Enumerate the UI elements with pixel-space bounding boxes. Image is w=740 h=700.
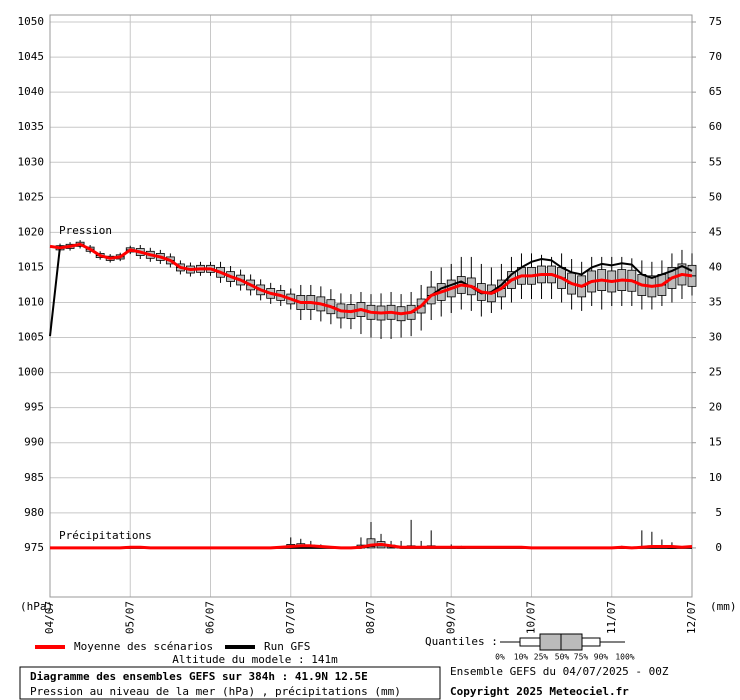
quantile-label: 50% bbox=[555, 653, 570, 662]
y2-tick-label: 35 bbox=[709, 295, 722, 308]
y-tick-label: 1050 bbox=[18, 15, 45, 28]
x-tick-label: 08/07 bbox=[364, 601, 377, 634]
y2-tick-label: 75 bbox=[709, 15, 722, 28]
x-tick-label: 12/07 bbox=[685, 601, 698, 634]
y-tick-label: 1020 bbox=[18, 225, 45, 238]
y-tick-label: 975 bbox=[24, 541, 44, 554]
x-tick-label: 11/07 bbox=[605, 601, 618, 634]
y-axis-label: (hPa) bbox=[20, 600, 53, 613]
y2-tick-label: 10 bbox=[709, 471, 722, 484]
y-tick-label: 1045 bbox=[18, 50, 45, 63]
subtitle: Pression au niveau de la mer (hPa) , pré… bbox=[30, 685, 401, 698]
y2-tick-label: 70 bbox=[709, 50, 722, 63]
y2-tick-label: 20 bbox=[709, 401, 722, 414]
series-line bbox=[50, 542, 693, 550]
y-tick-label: 1015 bbox=[18, 260, 45, 273]
quantile-label: 90% bbox=[594, 653, 609, 662]
y2-axis-label: (mm) bbox=[710, 600, 737, 613]
y2-tick-label: 45 bbox=[709, 225, 722, 238]
quantile-labels: 0% 10% 25% 50% 75% 90% 100% bbox=[495, 653, 635, 662]
quantile-label: 100% bbox=[615, 653, 634, 662]
quantile-label: 10% bbox=[514, 653, 529, 662]
x-tick-label: 04/07 bbox=[43, 601, 56, 634]
legend-label: Moyenne des scénarios bbox=[74, 640, 213, 653]
y2-tick-label: 55 bbox=[709, 155, 722, 168]
y2-tick-label: 0 bbox=[715, 541, 722, 554]
series-line bbox=[49, 242, 693, 316]
quantile-icon bbox=[500, 633, 625, 651]
marks bbox=[49, 240, 697, 550]
quantile-label: 75% bbox=[574, 653, 589, 662]
y2-tick-label: 5 bbox=[715, 506, 722, 519]
y2-tick-label: 65 bbox=[709, 85, 722, 98]
y-tick-label: 995 bbox=[24, 401, 44, 414]
info-box bbox=[19, 666, 441, 700]
x-tick-label: 09/07 bbox=[444, 601, 457, 634]
y-tick-label: 1040 bbox=[18, 85, 45, 98]
copyright: Copyright 2025 Meteociel.fr bbox=[450, 685, 629, 698]
y2-tick-label: 50 bbox=[709, 190, 722, 203]
legend-label: Run GFS bbox=[264, 640, 310, 653]
y-tick-label: 1030 bbox=[18, 155, 45, 168]
y-tick-label: 985 bbox=[24, 471, 44, 484]
quantile-label: 25% bbox=[534, 653, 549, 662]
y-tick-label: 1010 bbox=[18, 295, 45, 308]
y-tick-label: 1035 bbox=[18, 120, 45, 133]
y2-tick-label: 15 bbox=[709, 436, 722, 449]
y-tick-label: 1005 bbox=[18, 331, 45, 344]
x-tick-label: 07/07 bbox=[284, 601, 297, 634]
y-tick-label: 1025 bbox=[18, 190, 45, 203]
y2-tick-label: 40 bbox=[709, 260, 722, 273]
y-tick-label: 1000 bbox=[18, 366, 45, 379]
y-tick-label: 980 bbox=[24, 506, 44, 519]
pressure-label: Pression bbox=[59, 224, 112, 237]
y2-tick-label: 60 bbox=[709, 120, 722, 133]
altitude: Altitude du modele : 141m bbox=[172, 653, 338, 666]
quantiles-label: Quantiles : bbox=[425, 635, 498, 648]
x-tick-label: 06/07 bbox=[204, 601, 217, 634]
plot-frame bbox=[49, 14, 693, 598]
title: Diagramme des ensembles GEFS sur 384h : … bbox=[30, 670, 368, 683]
y2-tick-label: 25 bbox=[709, 366, 722, 379]
x-tick-label: 05/07 bbox=[123, 601, 136, 634]
y2-tick-label: 30 bbox=[709, 331, 722, 344]
y-tick-label: 990 bbox=[24, 436, 44, 449]
run-info: Ensemble GEFS du 04/07/2025 - 00Z bbox=[450, 665, 669, 678]
quantile-label: 0% bbox=[495, 653, 505, 662]
precip-label: Précipitations bbox=[59, 529, 152, 542]
x-tick-label: 10/07 bbox=[525, 601, 538, 634]
